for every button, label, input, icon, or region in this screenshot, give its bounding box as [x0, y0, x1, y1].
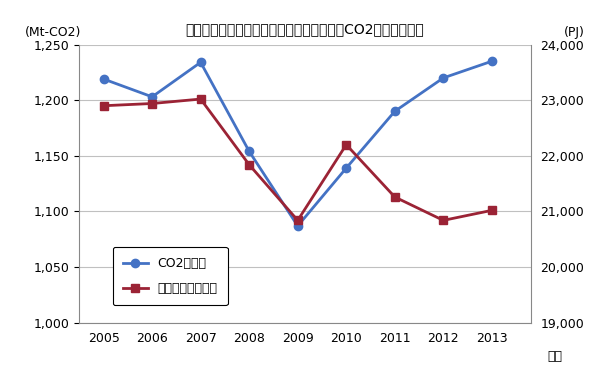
一次エネ国内供給: [488, 208, 495, 213]
CO2排出量: [440, 76, 447, 80]
CO2排出量: [148, 95, 156, 99]
CO2排出量: [245, 149, 253, 154]
一次エネ国内供給: [245, 162, 253, 167]
一次エネ国内供給: [148, 101, 156, 106]
Line: CO2排出量: CO2排出量: [99, 57, 496, 230]
Legend: CO2排出量, 一次エネ国内供給: CO2排出量, 一次エネ国内供給: [113, 247, 228, 305]
一次エネ国内供給: [197, 97, 204, 101]
一次エネ国内供給: [440, 218, 447, 223]
CO2排出量: [488, 59, 495, 63]
Title: 一次エネルギー国内供給とエネルギー起源CO2排出量の推移: 一次エネルギー国内供給とエネルギー起源CO2排出量の推移: [185, 22, 425, 36]
Line: 一次エネ国内供給: 一次エネ国内供給: [99, 95, 496, 224]
Text: (PJ): (PJ): [564, 26, 585, 39]
CO2排出量: [197, 60, 204, 65]
CO2排出量: [391, 109, 398, 114]
一次エネ国内供給: [343, 142, 350, 147]
一次エネ国内供給: [294, 218, 301, 223]
一次エネ国内供給: [391, 195, 398, 199]
CO2排出量: [343, 166, 350, 170]
CO2排出量: [100, 77, 107, 81]
Text: (Mt-CO2): (Mt-CO2): [25, 26, 82, 39]
Text: 年度: 年度: [548, 350, 562, 363]
CO2排出量: [294, 224, 301, 228]
一次エネ国内供給: [100, 104, 107, 108]
